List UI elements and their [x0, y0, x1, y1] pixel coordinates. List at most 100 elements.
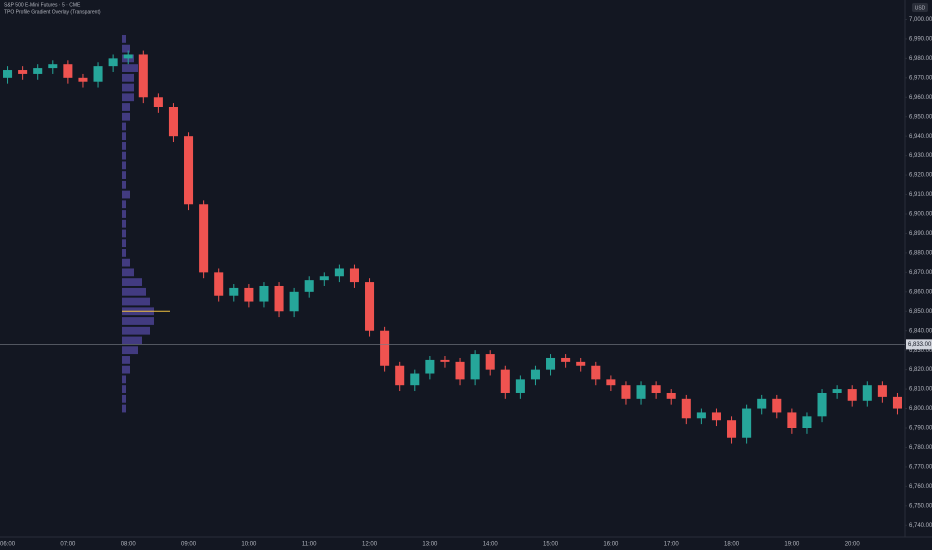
candle-body — [425, 359, 435, 374]
candle-body — [108, 58, 118, 67]
candle-body — [33, 68, 43, 74]
profile-bar — [122, 44, 130, 53]
x-tick-label: 20:00 — [845, 542, 861, 548]
y-tick-label: 6,900.00 — [909, 212, 932, 218]
profile-bar — [122, 297, 150, 306]
candle-body — [485, 354, 495, 370]
candle-body — [123, 54, 133, 59]
candle-body — [591, 365, 601, 380]
candle-body — [546, 357, 556, 370]
candle-body — [440, 359, 450, 362]
candle-body — [606, 379, 616, 386]
y-tick-label: 7,000.00 — [909, 17, 932, 23]
y-tick-label: 6,980.00 — [909, 56, 932, 62]
candle-body — [380, 330, 390, 366]
candle-body — [742, 408, 752, 438]
x-tick-label: 19:00 — [784, 542, 800, 548]
y-tick-label: 6,850.00 — [909, 309, 932, 315]
y-tick-label: 6,950.00 — [909, 114, 932, 120]
profile-bar — [122, 142, 126, 150]
profile-bar — [122, 219, 126, 228]
profile-bar — [122, 394, 126, 403]
candle-body — [334, 268, 344, 277]
candle-body — [696, 412, 706, 419]
candle-body — [93, 66, 103, 82]
x-tick-label: 14:00 — [483, 542, 499, 548]
x-tick-label: 13:00 — [422, 542, 438, 548]
profile-bar — [122, 317, 154, 325]
profile-bar — [122, 385, 126, 393]
candle-body — [168, 107, 178, 137]
y-tick-label: 6,920.00 — [909, 173, 932, 179]
candle-body — [455, 361, 465, 380]
y-tick-label: 6,740.00 — [909, 523, 932, 529]
x-tick-label: 16:00 — [603, 542, 619, 548]
candle-body — [576, 361, 586, 366]
profile-bar — [122, 326, 150, 335]
candle-body — [727, 420, 737, 438]
profile-bar — [122, 190, 130, 199]
y-tick-label: 6,860.00 — [909, 289, 932, 295]
x-tick-label: 15:00 — [543, 542, 559, 548]
profile-bar — [122, 268, 134, 277]
y-tick-label: 6,830.00 — [909, 348, 932, 354]
y-tick-label: 6,760.00 — [909, 484, 932, 490]
y-tick-label: 6,790.00 — [909, 426, 932, 432]
x-tick-label: 09:00 — [181, 542, 197, 548]
chart-subtitle: TPO Profile Gradient Overlay (Transparen… — [4, 9, 101, 15]
candle-body — [63, 64, 73, 78]
profile-bar — [122, 180, 126, 189]
candle-body — [862, 385, 872, 401]
candle-body — [681, 398, 691, 419]
profile-bar — [122, 210, 126, 218]
candle-body — [772, 398, 782, 413]
profile-bar — [122, 336, 142, 345]
y-tick-label: 6,800.00 — [909, 406, 932, 412]
y-tick-label: 6,780.00 — [909, 445, 932, 451]
profile-bar — [122, 112, 130, 121]
profile-bar — [122, 103, 130, 111]
profile-bar — [122, 356, 130, 364]
y-tick-label: 6,940.00 — [909, 134, 932, 140]
x-tick-label: 06:00 — [0, 542, 16, 548]
y-tick-label: 6,960.00 — [909, 95, 932, 101]
candle-body — [636, 385, 646, 399]
candle-body — [304, 280, 314, 292]
candle-body — [500, 369, 510, 393]
profile-bar — [122, 249, 126, 257]
x-tick-label: 12:00 — [362, 542, 378, 548]
profile-bar — [122, 346, 138, 355]
candle-body — [78, 77, 88, 82]
x-tick-label: 08:00 — [121, 542, 137, 548]
profile-bar — [122, 239, 126, 248]
y-tick-label: 6,750.00 — [909, 503, 932, 509]
profile-bar — [122, 171, 126, 179]
y-tick-label: 6,970.00 — [909, 75, 932, 81]
x-tick-label: 17:00 — [664, 542, 680, 548]
candle-body — [138, 54, 148, 98]
y-tick-label: 6,770.00 — [909, 464, 932, 470]
candle-body — [289, 291, 299, 312]
currency-box[interactable] — [912, 3, 928, 12]
chart-title: S&P 500 E-Mini Futures · 5 · CME — [4, 2, 81, 8]
candle-body — [229, 287, 239, 296]
profile-bar — [122, 375, 126, 384]
x-tick-label: 11:00 — [302, 542, 317, 548]
candle-body — [530, 369, 540, 380]
y-tick-label: 6,910.00 — [909, 192, 932, 198]
x-tick-label: 18:00 — [724, 542, 740, 548]
candle-body — [847, 389, 857, 401]
y-tick-label: 6,930.00 — [909, 153, 932, 159]
candle-body — [651, 385, 661, 393]
candle-body — [832, 389, 842, 393]
currency[interactable]: USD — [915, 5, 926, 11]
y-tick-label: 6,810.00 — [909, 387, 932, 393]
candle-body — [199, 204, 209, 273]
profile-bar — [122, 258, 130, 267]
profile-bar — [122, 404, 126, 413]
candle-body — [666, 392, 676, 399]
y-tick-label: 6,880.00 — [909, 250, 932, 256]
candle-body — [817, 392, 827, 417]
